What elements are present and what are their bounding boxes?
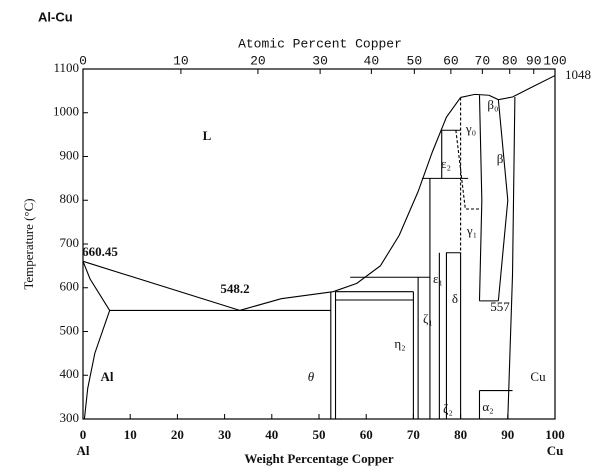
annotation: ζ₂ <box>443 401 453 416</box>
y-tick-label: 800 <box>60 191 80 206</box>
annotation: γ₁ <box>466 223 477 238</box>
annotation: η₂ <box>394 336 405 351</box>
phase-boundary <box>82 261 111 311</box>
annotation: δ <box>452 291 458 306</box>
x-tick-label: 0 <box>80 427 87 442</box>
annotation: α₂ <box>482 399 493 414</box>
phase-boundary <box>441 129 461 179</box>
y-tick-label: 300 <box>60 410 80 425</box>
x2-tick-label: 100 <box>543 53 566 68</box>
plot-frame <box>82 68 556 420</box>
x-tick-label: 70 <box>407 427 420 442</box>
y-tick-label: 1000 <box>53 104 79 119</box>
phase-boundary <box>239 291 334 311</box>
y-tick-label: 500 <box>60 322 80 337</box>
top-axis-title: Atomic Percent Copper <box>238 36 402 51</box>
x2-tick-label: 90 <box>526 53 542 68</box>
phase-boundary <box>445 252 462 419</box>
x2-tick-label: 40 <box>364 53 380 68</box>
x2-tick-label: 10 <box>173 53 189 68</box>
phase-boundary <box>455 130 480 210</box>
annotation: Cu <box>530 369 546 384</box>
x2-tick-label: 50 <box>407 53 423 68</box>
annotation: ε₁ <box>433 271 443 286</box>
y-axis-title: Temperature (°C) <box>21 198 36 289</box>
phase-boundary <box>332 97 462 293</box>
x2-tick-label: 20 <box>250 53 266 68</box>
annotation: ε₂ <box>441 156 451 171</box>
x-tick-label: 60 <box>360 427 373 442</box>
annotation: ζ₁ <box>423 311 433 326</box>
y-tick-label: 600 <box>60 279 80 294</box>
annotation: β <box>497 151 504 166</box>
phase-boundary <box>83 310 111 420</box>
annotation: 660.45 <box>82 244 118 259</box>
phase-boundary <box>460 93 489 98</box>
x2-tick-label: 60 <box>443 53 459 68</box>
annotation: θ <box>308 369 315 384</box>
x-tick-label: 90 <box>501 427 514 442</box>
chart-title: Al-Cu <box>38 9 73 24</box>
x-axis-title: Weight Percentage Copper <box>244 451 393 466</box>
phase-boundary <box>488 75 556 101</box>
annotation: Al <box>101 369 114 384</box>
phase-boundary <box>478 95 483 301</box>
annotation: 557 <box>490 299 510 314</box>
x-tick-label: 80 <box>454 427 467 442</box>
x-tick-label: 10 <box>124 427 137 442</box>
x2-tick-label: 30 <box>312 53 328 68</box>
x-tick-label: 30 <box>218 427 231 442</box>
phase-boundary <box>507 96 516 420</box>
x-end-label: Cu <box>547 443 564 458</box>
annotation: γ₀ <box>465 121 476 136</box>
phase-boundary <box>82 260 240 311</box>
x-tick-label: 40 <box>265 427 278 442</box>
x-tick-label: 100 <box>545 427 565 442</box>
x2-tick-label: 80 <box>502 53 518 68</box>
annotation: 1048 <box>565 67 591 82</box>
annotation: 548.2 <box>220 281 249 296</box>
y-tick-label: 700 <box>60 235 80 250</box>
annotation: L <box>203 128 212 143</box>
phase-boundary <box>497 99 509 301</box>
x2-tick-label: 70 <box>475 53 491 68</box>
x2-tick-label: 0 <box>79 53 87 68</box>
y-tick-label: 1100 <box>53 60 79 75</box>
x-end-label: Al <box>77 443 90 458</box>
annotation: β₀ <box>487 97 498 112</box>
y-tick-label: 400 <box>60 366 80 381</box>
x-tick-label: 50 <box>313 427 326 442</box>
x-tick-label: 20 <box>171 427 184 442</box>
y-tick-label: 900 <box>60 147 80 162</box>
